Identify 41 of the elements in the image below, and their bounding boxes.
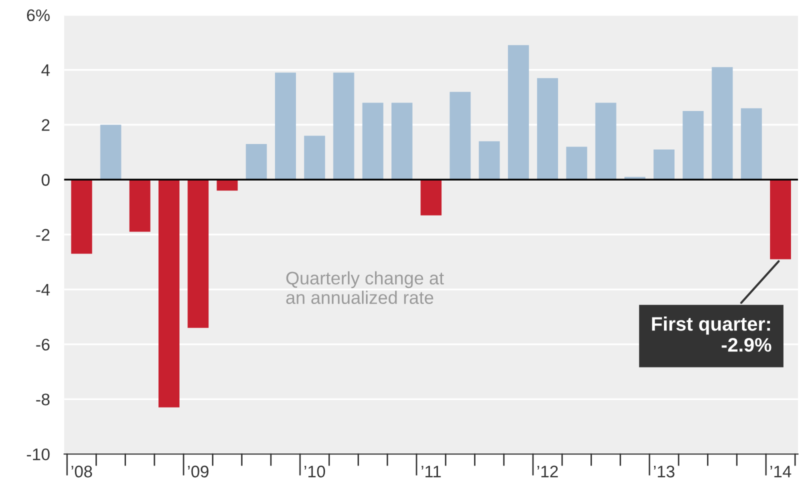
annotation: First quarter: -2.9% — [652, 316, 772, 352]
bar — [537, 78, 558, 180]
x-tick-label: ’13 — [654, 466, 674, 478]
bar — [188, 180, 209, 328]
bar — [129, 180, 150, 232]
bar — [71, 180, 92, 254]
bar — [595, 102, 616, 180]
annotation: Quarterly change at an annualized rate — [286, 271, 444, 304]
y-tick-label: 0 — [42, 174, 50, 186]
bar — [391, 102, 412, 180]
bar — [712, 67, 733, 180]
bar — [478, 141, 500, 180]
bar — [682, 111, 704, 180]
bar — [158, 180, 180, 408]
bar — [304, 136, 326, 180]
bar — [100, 124, 122, 180]
y-tick-label: 2 — [42, 119, 50, 131]
bar — [740, 108, 762, 180]
y-tick-label: -4 — [36, 284, 50, 296]
y-tick-label: 4 — [41, 64, 50, 76]
bar — [566, 146, 588, 180]
bar — [333, 72, 354, 180]
bar — [362, 102, 384, 180]
bar — [770, 180, 791, 260]
x-tick-label: ’10 — [304, 466, 326, 478]
y-tick-label: -10 — [26, 448, 50, 460]
x-tick-label: ’09 — [188, 466, 208, 478]
y-tick-label: 6% — [27, 9, 50, 22]
bar — [274, 72, 296, 180]
y-tick-label: -6 — [36, 338, 50, 351]
y-tick-label: -8 — [36, 394, 50, 406]
x-tick-label: ’14 — [770, 466, 792, 478]
x-tick-label: ’11 — [422, 466, 441, 478]
x-tick-label: ’12 — [537, 466, 558, 478]
bar — [508, 45, 529, 180]
bar — [420, 180, 442, 216]
y-tick-label: -2 — [36, 228, 50, 241]
bar — [246, 144, 267, 180]
bar — [654, 149, 675, 180]
bar — [450, 92, 471, 180]
x-tick-label: ’08 — [72, 466, 92, 478]
